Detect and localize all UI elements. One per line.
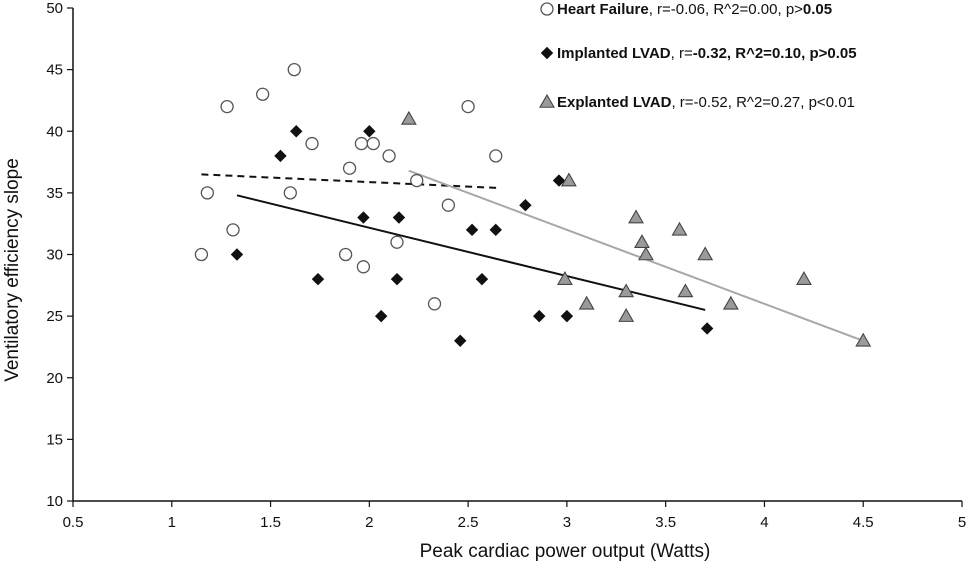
- data-point: [194, 247, 209, 262]
- data-point: [390, 235, 404, 249]
- legend-stats-bold: 0.05: [803, 1, 832, 18]
- data-point: [552, 174, 566, 187]
- data-point: [274, 149, 287, 163]
- y-tick-label: 35: [46, 185, 63, 202]
- data-point: [628, 209, 644, 224]
- data-point: [461, 99, 475, 114]
- y-tick-label: 20: [46, 370, 63, 387]
- data-point: [618, 283, 635, 298]
- y-tick-label: 25: [46, 308, 63, 325]
- data-point: [390, 272, 404, 286]
- data-point: [700, 322, 714, 335]
- legend-stats: , r=-0.06, R^2=0.00, p>: [649, 1, 803, 18]
- data-point: [441, 198, 456, 212]
- data-point: [475, 272, 489, 286]
- data-point: [287, 62, 301, 77]
- data-point: [578, 295, 595, 310]
- legend-marker: [540, 2, 554, 16]
- x-tick-label: 5: [958, 514, 966, 531]
- y-tick-label: 15: [46, 431, 63, 448]
- x-tick-label: 1: [168, 514, 176, 531]
- data-point: [697, 246, 714, 261]
- data-point: [410, 173, 424, 188]
- data-point: [374, 309, 388, 323]
- x-tick-label: 0.5: [63, 514, 84, 531]
- data-point: [519, 198, 532, 212]
- legend-stats-bold: -0.32, R^2=0.10, p>0.05: [693, 45, 857, 62]
- data-point: [357, 211, 370, 224]
- data-point: [677, 283, 694, 298]
- x-tick-label: 1.5: [260, 514, 281, 531]
- x-tick-label: 2.5: [458, 514, 479, 531]
- data-point: [220, 99, 234, 114]
- data-point: [855, 332, 872, 347]
- legend-marker: [540, 46, 554, 60]
- data-point: [311, 272, 325, 286]
- data-point: [722, 295, 739, 310]
- legend: Heart Failure, r=-0.06, R^2=0.00, p>0.05…: [539, 1, 857, 111]
- data-point: [560, 172, 577, 187]
- data-point: [363, 125, 376, 138]
- y-tick-label: 50: [46, 0, 63, 17]
- data-point: [356, 260, 371, 274]
- data-point: [454, 334, 467, 347]
- y-tick-label: 45: [46, 62, 63, 79]
- data-points: [194, 62, 872, 347]
- data-point: [338, 247, 353, 262]
- legend-entry: Implanted LVAD, r=-0.32, R^2=0.10, p>0.0…: [557, 45, 857, 62]
- data-point: [200, 186, 214, 200]
- x-tick-label: 3: [563, 514, 571, 531]
- data-point: [556, 271, 573, 285]
- data-point: [283, 186, 297, 200]
- data-point: [618, 308, 635, 322]
- data-point: [796, 271, 812, 285]
- data-point: [290, 125, 303, 138]
- y-axis-title: Ventilatory efficiency slope: [2, 158, 23, 382]
- x-tick-label: 2: [365, 514, 373, 531]
- data-point: [256, 87, 270, 101]
- axis-ticks: 0.5 1 1.5 2 2.5 3 3.5 4 4.5 5 10 15 20 25 30 35 40 45 50: [46, 0, 966, 531]
- data-point: [465, 223, 479, 237]
- legend-series-name: Heart Failure: [557, 1, 649, 18]
- x-tick-label: 4.5: [853, 514, 874, 531]
- data-point: [489, 149, 503, 163]
- data-point: [489, 223, 502, 237]
- x-tick-label: 4: [760, 514, 768, 531]
- legend-entry: Heart Failure, r=-0.06, R^2=0.00, p>0.05: [557, 1, 832, 18]
- data-point: [400, 110, 417, 125]
- regression-line: [201, 173, 498, 189]
- regression-line: [408, 169, 864, 342]
- data-point: [392, 211, 406, 224]
- y-tick-label: 40: [46, 123, 63, 140]
- data-point: [427, 297, 442, 311]
- data-point: [533, 309, 546, 323]
- x-tick-label: 3.5: [655, 514, 676, 531]
- data-point: [560, 309, 574, 323]
- data-point: [382, 149, 396, 163]
- data-point: [305, 136, 319, 151]
- data-point: [354, 136, 369, 151]
- x-axis-title: Peak cardiac power output (Watts): [420, 541, 711, 562]
- data-point: [230, 248, 244, 261]
- legend-entry: Explanted LVAD, r=-0.52, R^2=0.27, p<0.0…: [557, 94, 855, 111]
- data-point: [342, 161, 357, 175]
- regression-lines: [201, 169, 864, 342]
- data-point: [637, 246, 654, 261]
- legend-marker: [539, 93, 555, 108]
- y-tick-label: 30: [46, 247, 63, 264]
- data-point: [671, 221, 688, 236]
- data-point: [366, 136, 380, 151]
- data-point: [634, 234, 650, 248]
- legend-stats: , r=: [671, 45, 693, 62]
- y-tick-label: 10: [46, 493, 63, 510]
- legend-series-name: Implanted LVAD: [557, 45, 671, 62]
- data-point: [226, 223, 240, 237]
- legend-stats: , r=-0.52, R^2=0.27, p<0.01: [671, 94, 854, 111]
- legend-series-name: Explanted LVAD: [557, 94, 672, 111]
